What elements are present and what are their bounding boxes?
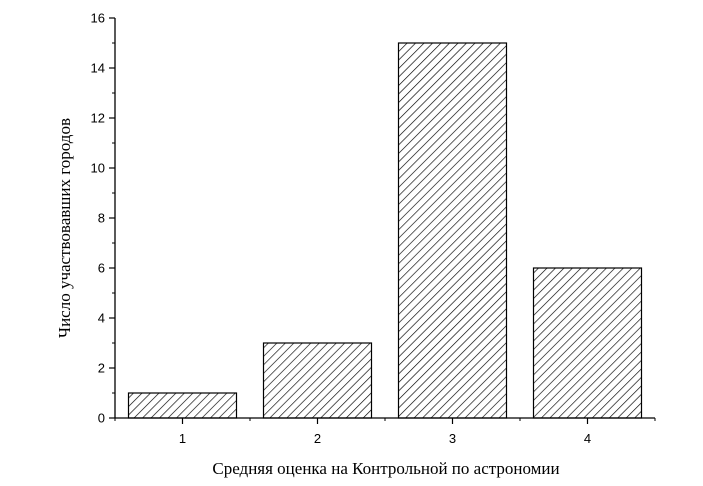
y-tick-label-10: 10	[91, 161, 105, 176]
bar-4	[532, 267, 643, 419]
y-axis-label: Число участвовавших городов	[55, 118, 74, 338]
y-tick-label-0: 0	[98, 411, 105, 426]
y-tick-label-16: 16	[91, 11, 105, 26]
y-tick-label-2: 2	[98, 361, 105, 376]
bar-2	[262, 342, 373, 419]
bar-3	[397, 42, 508, 419]
x-tick-label-2: 2	[314, 431, 321, 446]
x-axis-label: Средняя оценка на Контрольной по астроно…	[212, 459, 559, 478]
bars-group	[127, 42, 643, 419]
y-tick-label-6: 6	[98, 261, 105, 276]
y-tick-label-4: 4	[98, 311, 105, 326]
y-tick-label-14: 14	[91, 61, 105, 76]
x-tick-label-4: 4	[584, 431, 591, 446]
y-tick-label-8: 8	[98, 211, 105, 226]
x-tick-label-1: 1	[179, 431, 186, 446]
bar-1	[127, 392, 238, 419]
y-tick-label-12: 12	[91, 111, 105, 126]
x-tick-label-3: 3	[449, 431, 456, 446]
